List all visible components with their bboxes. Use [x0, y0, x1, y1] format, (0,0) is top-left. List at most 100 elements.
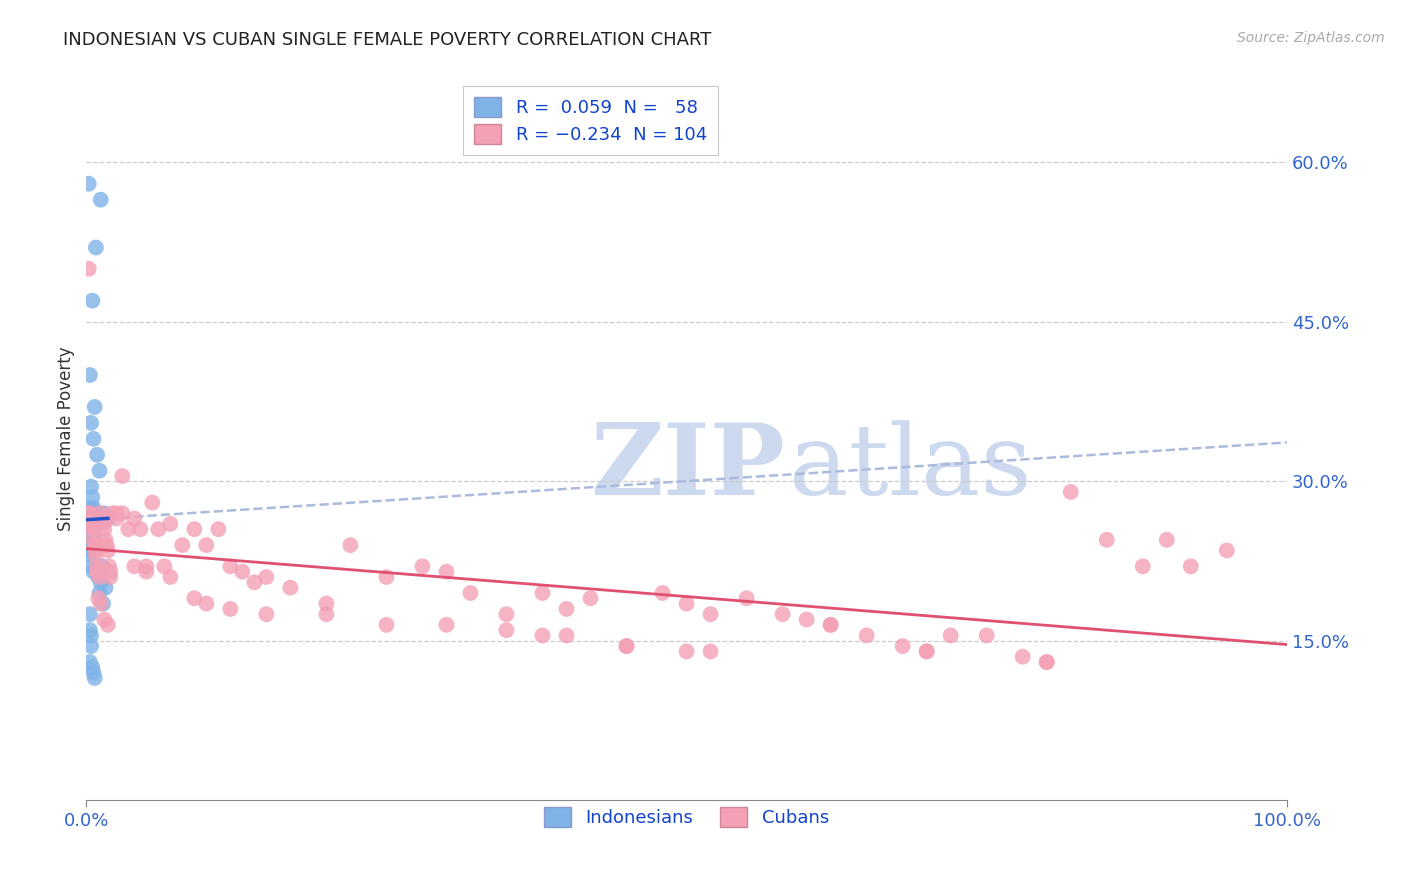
Point [495, 607, 517, 622]
Point [94, 581, 117, 595]
Point [735, 591, 758, 606]
Point [111, 506, 134, 520]
Point [675, 644, 697, 658]
Point [82, 500, 104, 515]
Point [82, 490, 104, 504]
Point [84, 240, 107, 254]
Point [79, 511, 101, 525]
Point [77, 261, 100, 276]
Point [141, 495, 163, 509]
Point [83, 538, 105, 552]
Point [87, 591, 110, 606]
Point [80, 506, 103, 520]
Point [1095, 533, 1118, 547]
Point [96, 511, 118, 525]
Point [91, 516, 114, 531]
Point [531, 628, 554, 642]
Point [79, 607, 101, 622]
Point [153, 559, 176, 574]
Point [129, 522, 152, 536]
Text: Source: ZipAtlas.com: Source: ZipAtlas.com [1237, 31, 1385, 45]
Point [79, 623, 101, 637]
Point [339, 538, 361, 552]
Point [90, 511, 112, 525]
Point [79, 511, 101, 525]
Point [79, 538, 101, 552]
Point [1216, 543, 1239, 558]
Point [254, 607, 277, 622]
Point [83, 511, 105, 525]
Point [1060, 485, 1083, 500]
Point [80, 543, 103, 558]
Point [98, 565, 121, 579]
Point [555, 602, 578, 616]
Point [555, 628, 578, 642]
Point [79, 506, 101, 520]
Point [976, 628, 998, 642]
Point [80, 628, 103, 642]
Point [82, 565, 104, 579]
Point [90, 575, 112, 590]
Point [891, 639, 914, 653]
Point [105, 511, 128, 525]
Point [495, 623, 517, 637]
Point [98, 559, 121, 574]
Point [89, 570, 111, 584]
Point [80, 516, 103, 531]
Point [96, 538, 118, 552]
Point [79, 500, 101, 515]
Point [820, 617, 842, 632]
Point [1156, 533, 1178, 547]
Point [80, 549, 103, 563]
Point [98, 570, 121, 584]
Point [90, 597, 112, 611]
Point [77, 506, 100, 520]
Point [1132, 559, 1154, 574]
Point [375, 617, 398, 632]
Point [82, 516, 104, 531]
Point [82, 527, 104, 541]
Point [97, 543, 120, 558]
Point [82, 522, 104, 536]
Point [80, 516, 103, 531]
Point [82, 522, 104, 536]
Point [231, 565, 253, 579]
Point [219, 559, 242, 574]
Text: ZIP: ZIP [591, 419, 786, 516]
Point [79, 368, 101, 382]
Point [82, 665, 104, 680]
Point [101, 506, 124, 520]
Point [93, 613, 115, 627]
Point [183, 522, 205, 536]
Point [91, 597, 114, 611]
Point [80, 516, 103, 531]
Point [436, 565, 458, 579]
Y-axis label: Single Female Poverty: Single Female Poverty [58, 346, 75, 531]
Point [124, 559, 146, 574]
Point [135, 559, 157, 574]
Point [675, 597, 697, 611]
Point [159, 516, 181, 531]
Point [84, 549, 107, 563]
Point [90, 506, 112, 520]
Point [436, 617, 458, 632]
Point [1035, 655, 1057, 669]
Point [79, 655, 101, 669]
Text: atlas: atlas [789, 420, 1032, 516]
Point [80, 511, 103, 525]
Point [82, 522, 104, 536]
Point [531, 586, 554, 600]
Point [699, 607, 721, 622]
Point [135, 565, 157, 579]
Point [172, 538, 194, 552]
Point [124, 511, 146, 525]
Point [79, 511, 101, 525]
Point [699, 644, 721, 658]
Point [1011, 649, 1033, 664]
Point [82, 522, 104, 536]
Point [80, 506, 103, 520]
Point [616, 639, 638, 653]
Point [89, 464, 111, 478]
Text: INDONESIAN VS CUBAN SINGLE FEMALE POVERTY CORRELATION CHART: INDONESIAN VS CUBAN SINGLE FEMALE POVERT… [63, 31, 711, 49]
Point [90, 559, 112, 574]
